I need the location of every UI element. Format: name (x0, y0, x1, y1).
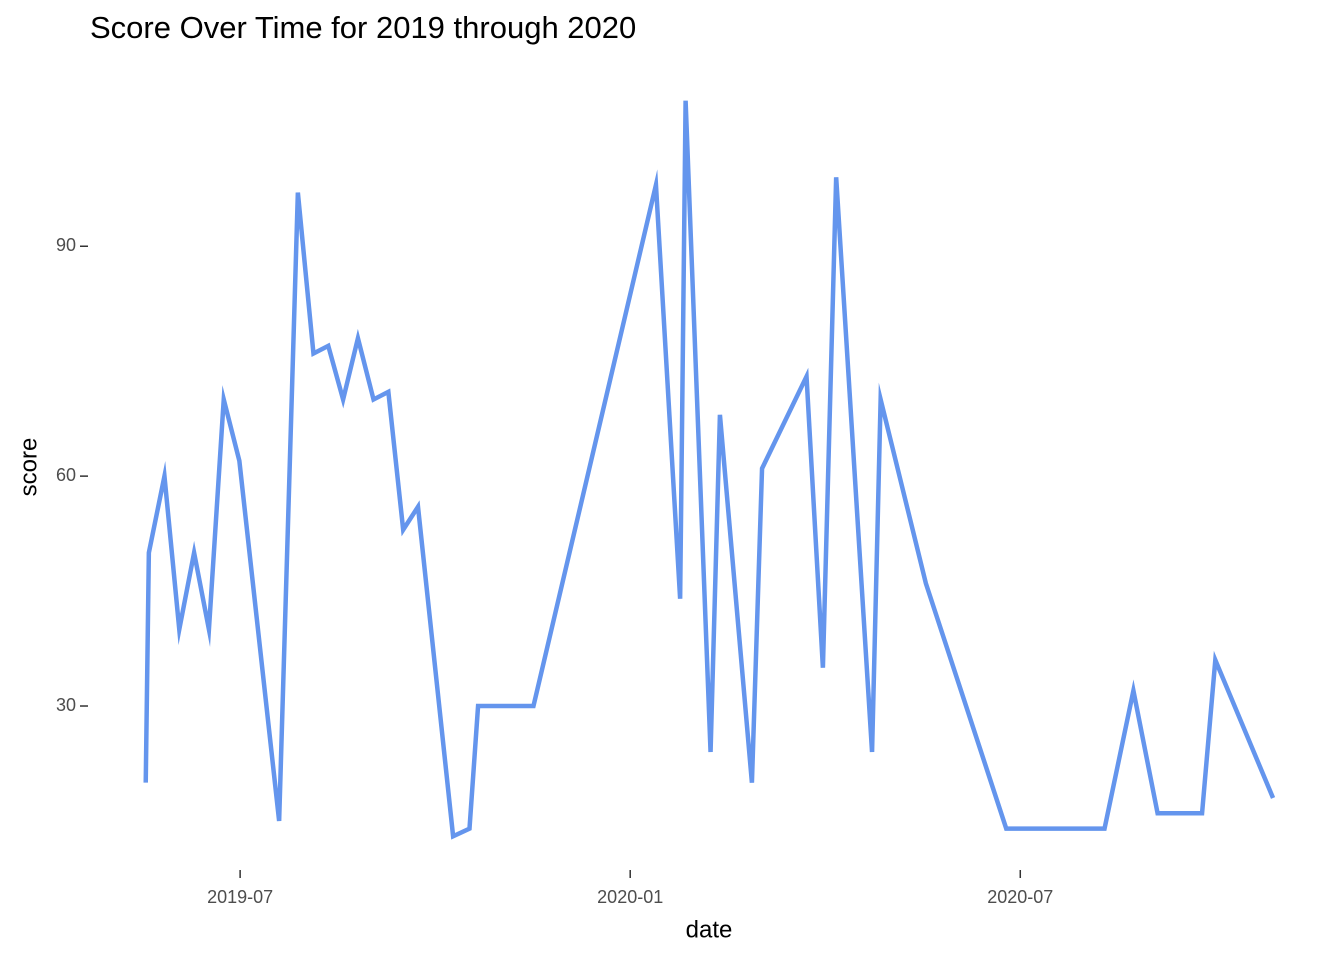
y-axis-title: score (15, 438, 42, 497)
y-tick-label: 30 (56, 695, 76, 715)
x-tick-label: 2019-07 (207, 887, 273, 907)
line-series (143, 100, 1276, 840)
x-tick-label: 2020-07 (987, 887, 1053, 907)
y-tick-label: 90 (56, 235, 76, 255)
x-axis-title: date (686, 916, 733, 943)
y-tick-label: 60 (56, 465, 76, 485)
x-tick-label: 2020-01 (597, 887, 663, 907)
chart-title: Score Over Time for 2019 through 2020 (90, 10, 636, 45)
